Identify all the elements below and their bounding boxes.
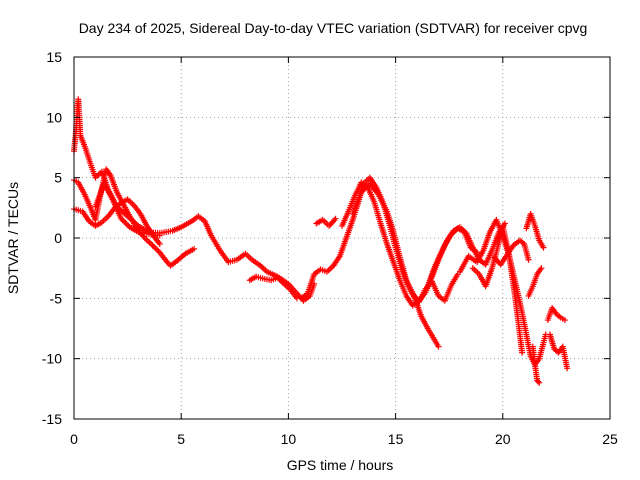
data-point-1-13-1 [149, 242, 156, 249]
y-axis-label: SDTVAR / TECUs [5, 182, 21, 294]
y-tick-label: 10 [46, 109, 62, 125]
data-point-3-8 [156, 232, 163, 239]
data-point-3-3-2 [121, 218, 128, 225]
data-point-15-3 [536, 379, 543, 386]
y-axis-ticks: -15 -10 -5 0 5 10 15 [42, 49, 610, 427]
x-axis-ticks: 0 5 10 15 20 25 [70, 57, 618, 447]
y-tick-label: 15 [46, 49, 62, 65]
y-tick-label: -10 [42, 351, 62, 367]
x-axis-label: GPS time / hours [287, 457, 394, 473]
data-point-5-22 [435, 343, 442, 350]
data-point-1-19 [191, 245, 198, 252]
x-tick-label: 0 [70, 431, 78, 447]
data-point-12-6 [525, 256, 532, 263]
y-tick-label: 5 [54, 170, 62, 186]
data-point-11-8 [519, 349, 526, 356]
y-tick-label: -15 [42, 411, 62, 427]
y-tick-label: -5 [50, 290, 63, 306]
data-point-1-13-5 [155, 248, 162, 255]
chart-title: Day 234 of 2025, Sidereal Day-to-day VTE… [79, 20, 588, 36]
x-tick-label: 5 [177, 431, 185, 447]
data-point-3-3-4 [123, 221, 130, 228]
x-tick-label: 25 [602, 431, 618, 447]
data-point-2-13 [156, 241, 163, 248]
x-tick-label: 15 [388, 431, 404, 447]
data-point-16-4 [561, 317, 568, 324]
data-point-1-13-3 [152, 245, 159, 252]
x-tick-label: 20 [495, 431, 511, 447]
data-point-1-13-4 [153, 246, 160, 253]
y-tick-label: 0 [54, 230, 62, 246]
x-tick-label: 10 [281, 431, 297, 447]
data-points [71, 96, 571, 386]
data-point-6-3 [332, 215, 339, 222]
data-point-1-13-2 [151, 243, 158, 250]
data-point-15-2-1 [535, 378, 542, 385]
data-point-17-4 [564, 365, 571, 372]
data-point-14-3 [538, 265, 545, 272]
data-point-13-4 [540, 244, 547, 251]
data-point-3-3-3 [122, 219, 129, 226]
